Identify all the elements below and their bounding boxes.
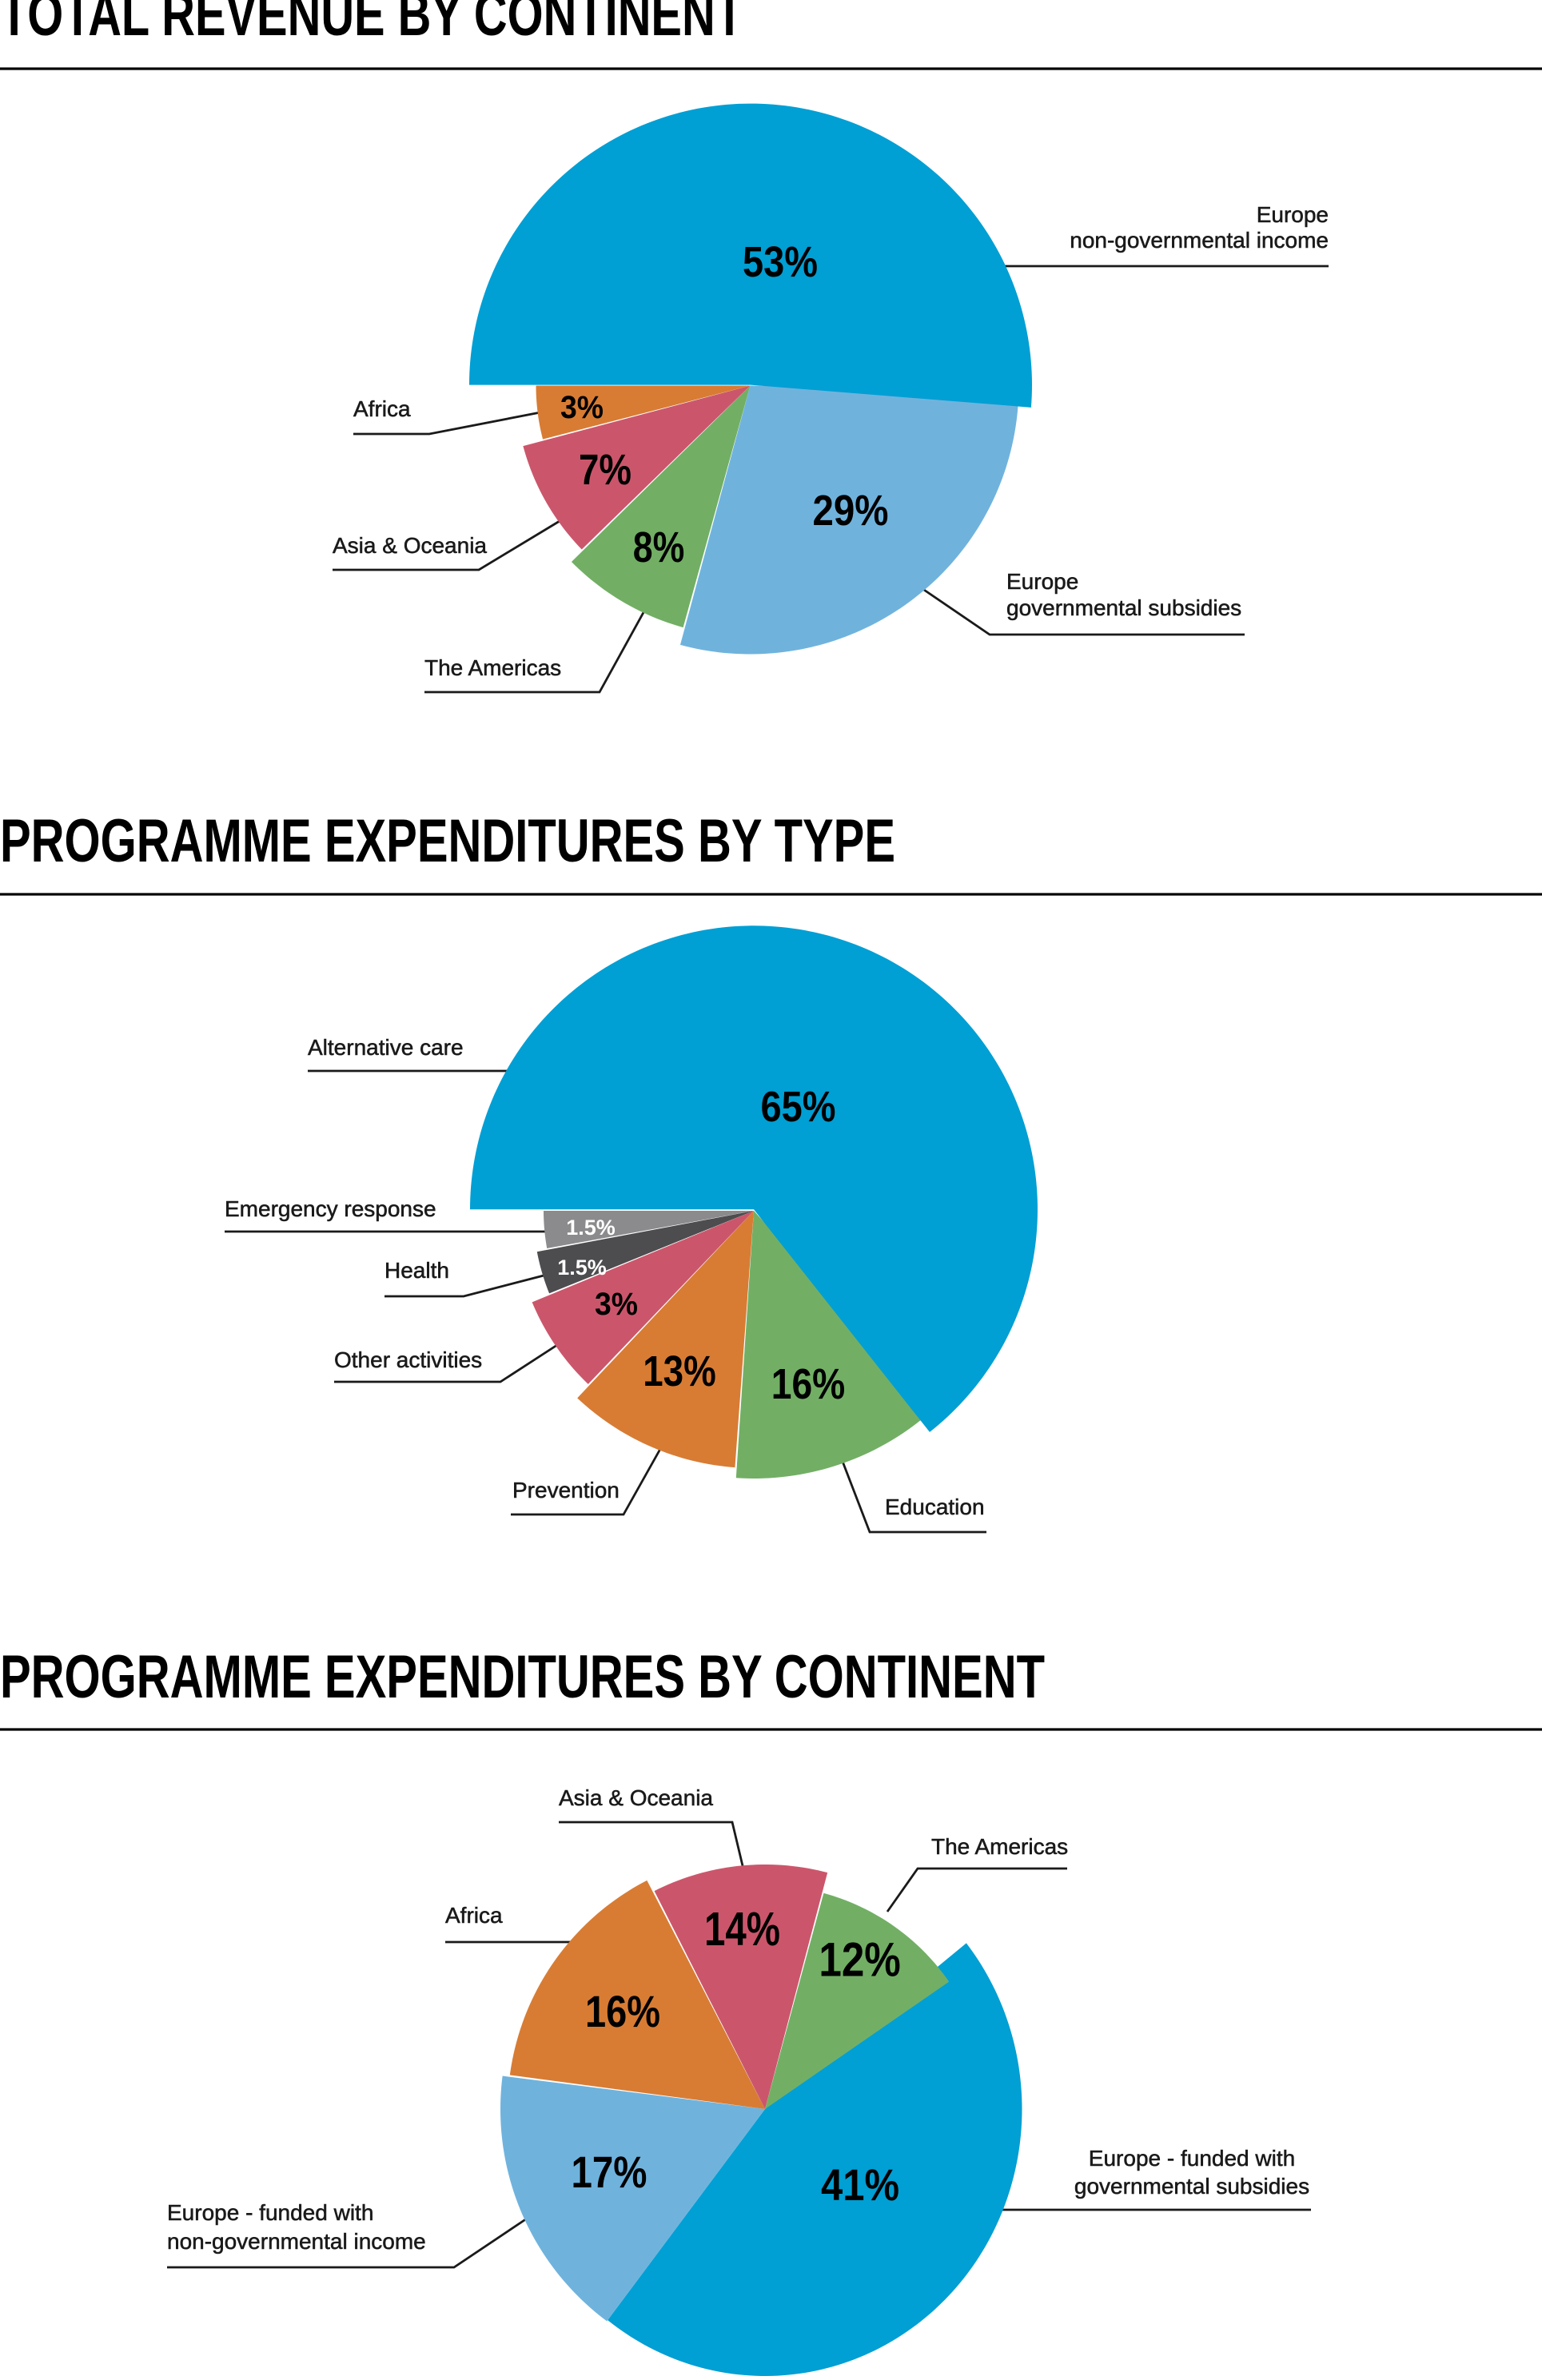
svg-text:12%: 12% bbox=[819, 1933, 901, 1987]
svg-text:governmental subsidies: governmental subsidies bbox=[1074, 2174, 1309, 2199]
svg-text:3%: 3% bbox=[595, 1287, 638, 1322]
svg-text:29%: 29% bbox=[813, 487, 889, 535]
svg-text:41%: 41% bbox=[821, 2159, 899, 2210]
svg-text:16%: 16% bbox=[585, 1987, 660, 2036]
svg-text:PROGRAMME EXPENDITURES BY TYPE: PROGRAMME EXPENDITURES BY TYPE bbox=[0, 807, 895, 875]
svg-text:16%: 16% bbox=[771, 1360, 846, 1408]
svg-text:Europe: Europe bbox=[1257, 202, 1329, 227]
svg-text:Africa: Africa bbox=[353, 396, 411, 421]
svg-text:14%: 14% bbox=[704, 1902, 780, 1956]
svg-text:The Americas: The Americas bbox=[424, 655, 561, 680]
svg-text:Asia & Oceania: Asia & Oceania bbox=[333, 533, 487, 558]
svg-text:Europe - funded with: Europe - funded with bbox=[167, 2200, 373, 2225]
svg-text:non-governmental income: non-governmental income bbox=[1070, 228, 1329, 253]
svg-text:The Americas: The Americas bbox=[931, 1834, 1068, 1859]
svg-text:Emergency response: Emergency response bbox=[225, 1196, 436, 1221]
svg-text:13%: 13% bbox=[643, 1347, 716, 1395]
svg-text:Education: Education bbox=[885, 1494, 985, 1519]
svg-text:Other activities: Other activities bbox=[334, 1347, 482, 1372]
svg-text:governmental subsidies: governmental subsidies bbox=[1006, 595, 1241, 620]
svg-text:PROGRAMME EXPENDITURES BY CONT: PROGRAMME EXPENDITURES BY CONTINENT bbox=[0, 1643, 1045, 1711]
svg-text:1.5%: 1.5% bbox=[566, 1216, 616, 1240]
svg-text:3%: 3% bbox=[560, 390, 604, 425]
svg-text:Europe - funded with: Europe - funded with bbox=[1089, 2146, 1295, 2171]
svg-text:7%: 7% bbox=[579, 446, 632, 494]
svg-text:TOTAL REVENUE BY CONTINENT: TOTAL REVENUE BY CONTINENT bbox=[0, 0, 743, 49]
svg-text:Asia & Oceania: Asia & Oceania bbox=[559, 1785, 713, 1810]
svg-text:65%: 65% bbox=[761, 1083, 836, 1131]
svg-text:17%: 17% bbox=[572, 2147, 647, 2197]
svg-text:53%: 53% bbox=[743, 238, 818, 286]
svg-text:1.5%: 1.5% bbox=[557, 1256, 607, 1280]
svg-text:Alternative care: Alternative care bbox=[308, 1035, 464, 1060]
svg-text:8%: 8% bbox=[633, 523, 685, 571]
svg-text:non-governmental income: non-governmental income bbox=[167, 2229, 426, 2254]
svg-text:Africa: Africa bbox=[445, 1903, 503, 1928]
svg-text:Prevention: Prevention bbox=[512, 1478, 620, 1502]
svg-text:Health: Health bbox=[385, 1258, 449, 1283]
svg-text:Europe: Europe bbox=[1006, 569, 1078, 594]
